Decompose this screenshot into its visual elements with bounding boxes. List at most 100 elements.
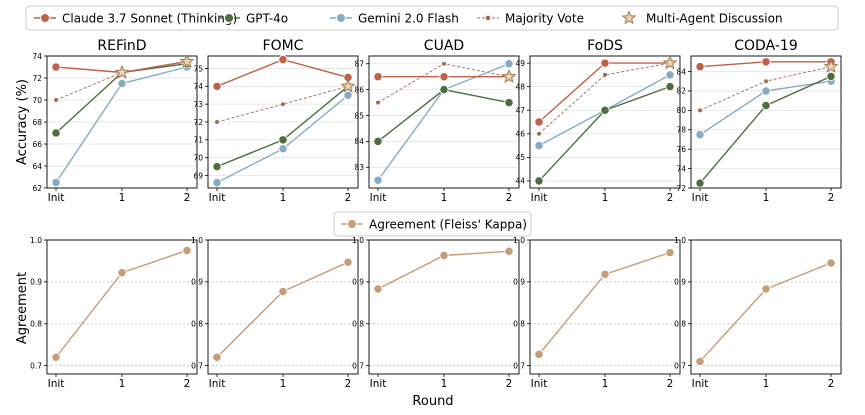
x-tick-label: 1 [602, 378, 609, 390]
y-tick-label: 0.8 [352, 320, 364, 329]
y-tick-label: 66 [32, 140, 42, 149]
x-tick-label: 2 [345, 378, 352, 390]
agreement-panel: 0.7 0.8 0.9 1.0 Init 1 2 [30, 236, 198, 390]
star-marker [501, 68, 517, 84]
x-tick-label: 1 [280, 192, 287, 204]
y-tick-label: 75 [193, 64, 203, 73]
data-point [343, 90, 353, 100]
data-point [665, 70, 675, 80]
data-point [182, 245, 192, 256]
y-tick-label: 86 [354, 85, 364, 94]
y-tick-label: 0.9 [191, 278, 203, 287]
y-tick-label: 78 [676, 126, 686, 135]
agreement-panel: 0.7 0.8 0.9 1.0 Init 1 2 [191, 236, 359, 390]
data-point [51, 62, 61, 72]
data-point [602, 72, 608, 78]
legend-label: Claude 3.7 Sonnet (Thinking) [62, 12, 237, 26]
accuracy-panel: 62 64 66 68 70 72 74 Init 1 2 REFinD [32, 38, 198, 204]
data-point [534, 349, 544, 359]
y-tick-label: 69 [193, 171, 203, 180]
y-tick-label: 0.9 [352, 278, 364, 287]
x-tick-label: 2 [184, 192, 191, 204]
data-point [373, 72, 383, 82]
y-tick-label: 0.9 [513, 278, 525, 287]
star-marker [179, 53, 195, 68]
data-point [280, 101, 286, 107]
panel-title: CODA-19 [734, 38, 797, 54]
y-tick-label: 0.7 [30, 361, 42, 370]
data-point [441, 61, 447, 67]
legend-label: Agreement (Fleiss' Kappa) [369, 218, 527, 232]
y-tick-label: 45 [515, 153, 525, 162]
legend-item: GPT-4o [218, 12, 288, 26]
data-point [761, 57, 771, 67]
legend-star-marker [621, 10, 637, 25]
y-tick-label: 85 [354, 111, 364, 120]
y-tick-label: 1.0 [191, 236, 203, 245]
data-point [504, 97, 514, 108]
data-point [343, 257, 353, 267]
legend-label: GPT-4o [246, 12, 288, 26]
x-tick-label: 2 [667, 378, 674, 390]
data-point [117, 78, 127, 89]
y-tick-label: 1.0 [513, 236, 525, 245]
accuracy-panel: 44 45 46 47 48 49 Init 1 2 FoDS [515, 38, 681, 204]
x-tick-label: 2 [828, 378, 835, 390]
data-point [761, 284, 771, 294]
y-tick-label: 80 [676, 106, 686, 115]
data-point [534, 176, 544, 186]
legend-bottom: Agreement (Fleiss' Kappa) [333, 211, 532, 237]
x-tick-label: 1 [602, 192, 609, 204]
y-tick-label: 0.9 [674, 278, 686, 287]
data-point [534, 140, 544, 151]
series-line [216, 85, 349, 123]
y-tick-label: 72 [193, 118, 203, 127]
legend-marker [485, 15, 491, 21]
data-point [695, 62, 705, 72]
panel-title: FoDS [587, 38, 623, 54]
x-tick-label: 1 [280, 378, 287, 390]
accuracy-panel: 83 84 85 86 87 Init 1 2 CUAD [354, 38, 520, 204]
legend-item: Gemini 2.0 Flash [330, 12, 459, 26]
x-tick-label: 1 [119, 378, 126, 390]
x-tick-label: Init [370, 378, 387, 390]
data-point [697, 107, 703, 113]
x-tick-label: 2 [184, 378, 191, 390]
y-tick-label: 1.0 [30, 236, 42, 245]
x-tick-label: 1 [441, 192, 448, 204]
data-point [51, 128, 61, 138]
data-point [212, 81, 222, 91]
data-point [439, 250, 449, 261]
y-tick-label: 62 [32, 184, 42, 193]
y-tick-label: 68 [32, 118, 42, 127]
legend-item: Claude 3.7 Sonnet (Thinking) [34, 12, 237, 26]
data-point [534, 117, 544, 127]
y-tick-label: 72 [32, 74, 42, 83]
y-tick-label: 0.8 [513, 320, 525, 329]
legend-label: Majority Vote [505, 12, 584, 26]
data-point [439, 84, 449, 95]
y-tick-label: 48 [515, 82, 525, 91]
data-point [536, 131, 542, 137]
data-point [375, 100, 381, 105]
y-tick-label: 1.0 [674, 236, 686, 245]
data-point [212, 177, 222, 188]
y-tick-label: 44 [515, 177, 525, 186]
data-point [278, 54, 288, 65]
agreement-panel: 0.7 0.8 0.9 1.0 Init 1 2 [513, 236, 681, 390]
panel-title: CUAD [424, 38, 464, 54]
panel-title: REFinD [97, 38, 146, 54]
y-tick-label: 1.0 [352, 236, 364, 245]
data-point [212, 161, 222, 172]
star-marker [662, 55, 678, 70]
x-tick-label: 1 [441, 378, 448, 390]
data-point [53, 97, 59, 103]
x-tick-label: Init [692, 192, 709, 204]
y-tick-label: 47 [515, 106, 525, 115]
y-tick-label: 0.8 [30, 320, 42, 329]
y-tick-label: 76 [676, 145, 686, 154]
data-point [826, 71, 836, 82]
x-tick-label: 2 [506, 378, 513, 390]
axes-frame [46, 239, 198, 375]
star-marker [823, 58, 839, 74]
